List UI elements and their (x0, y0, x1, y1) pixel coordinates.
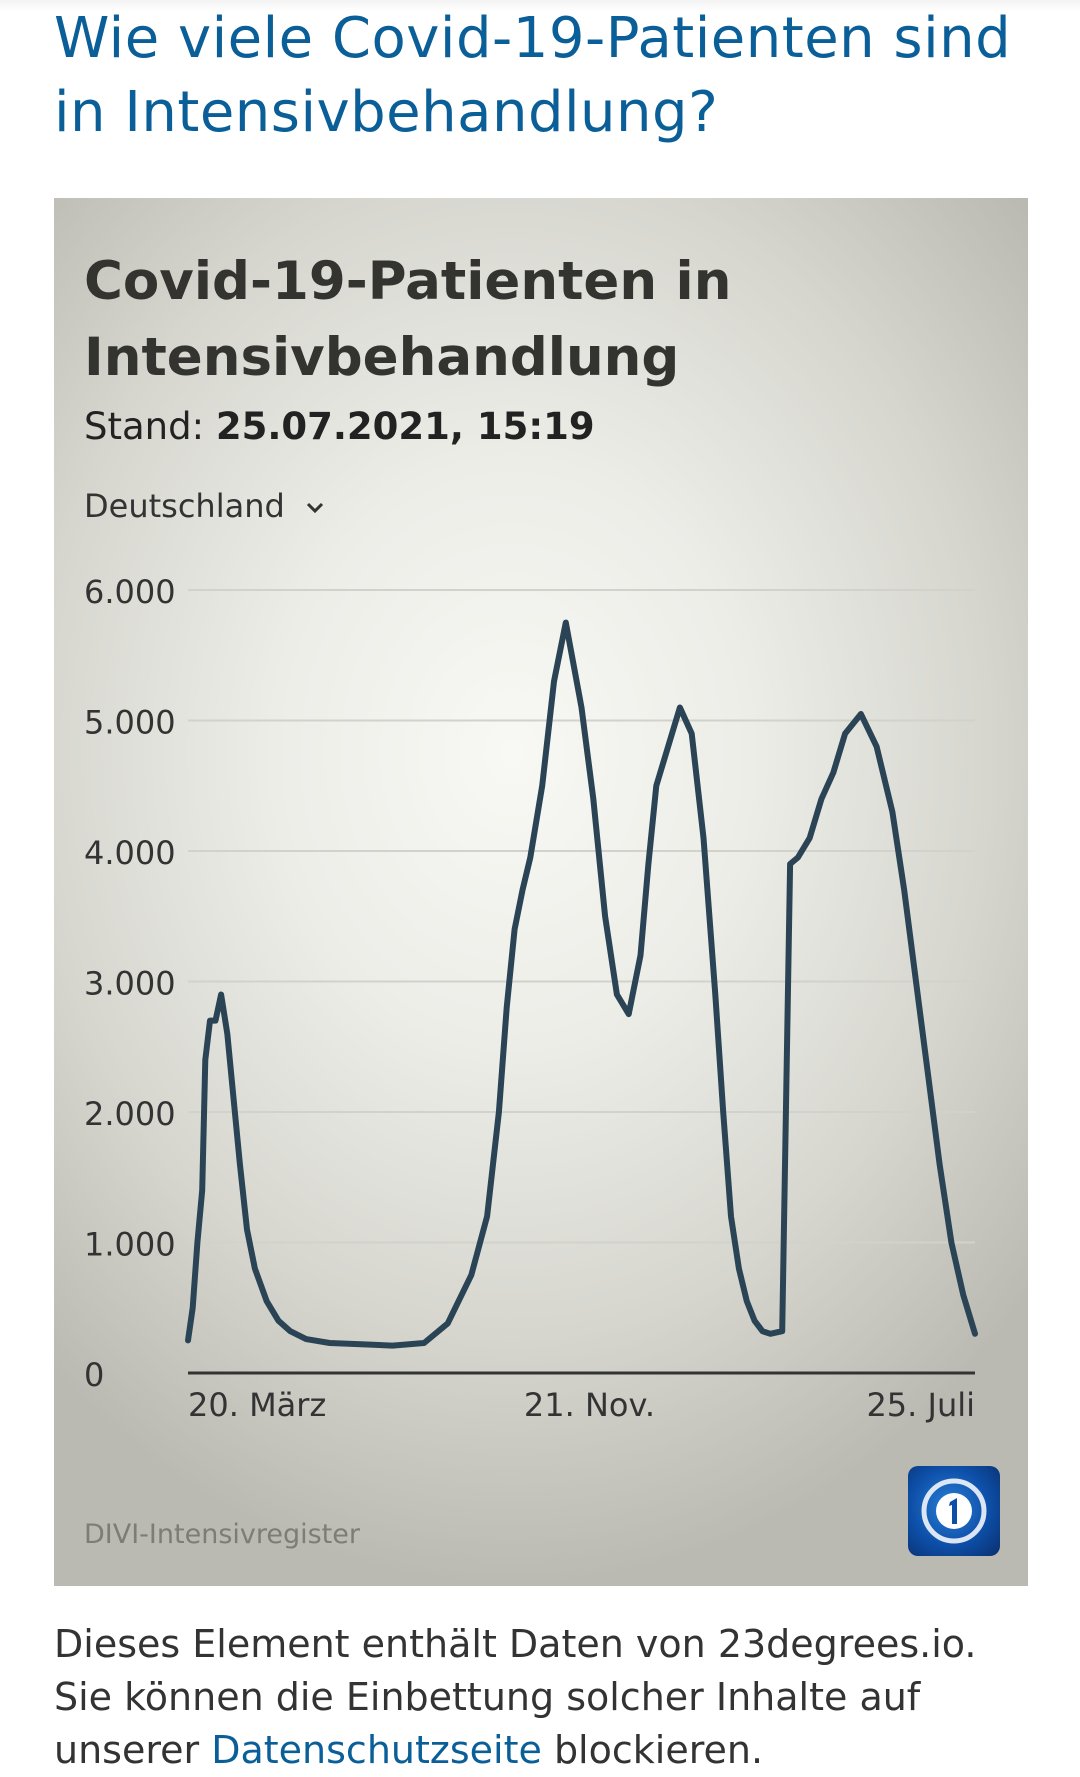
embed-notice: Dieses Element enthält Daten von 23degre… (54, 1618, 1044, 1777)
privacy-link[interactable]: Datenschutzseite (211, 1728, 542, 1772)
stand-line: Stand: 25.07.2021, 15:19 (84, 404, 595, 450)
y-tick-label: 3.000 (84, 965, 176, 1003)
y-tick-label: 5.000 (84, 704, 176, 742)
x-tick-label: 20. März (188, 1386, 326, 1424)
region-select-value: Deutschland (84, 487, 285, 525)
y-tick-label: 6.000 (84, 573, 176, 611)
stand-label: Stand: (84, 405, 205, 448)
y-tick-label: 4.000 (84, 834, 176, 872)
notice-text: Dieses Element enthält Daten von 23degre… (54, 1622, 977, 1772)
x-tick-label: 21. Nov. (524, 1386, 655, 1424)
article-heading: Wie viele Covid-19-Patienten sind in Int… (54, 6, 1012, 145)
x-tick-label: 25. Juli (866, 1386, 975, 1424)
source-label: DIVI-Intensivregister (84, 1519, 360, 1550)
y-tick-label: 0 (84, 1356, 104, 1394)
stand-value: 25.07.2021, 15:19 (215, 405, 595, 448)
chevron-down-icon (306, 502, 324, 514)
series-line (185, 619, 978, 1349)
chart-widget: Covid-19-Patienten in Intensivbehandlung… (54, 198, 1028, 1586)
top-shadow (0, 0, 1080, 12)
y-tick-label: 1.000 (84, 1226, 176, 1264)
region-select[interactable]: Deutschland (84, 486, 325, 526)
ard-tagesschau-logo-icon (908, 1466, 1000, 1556)
y-tick-label: 2.000 (84, 1095, 176, 1133)
notice-text-end: blockieren. (541, 1728, 764, 1772)
line-chart: 0 1.000 2.000 3.000 4.000 5.000 6.000 20. März 2… (84, 573, 978, 1424)
widget-title: Covid-19-Patienten in Intensivbehandlung (84, 251, 732, 388)
